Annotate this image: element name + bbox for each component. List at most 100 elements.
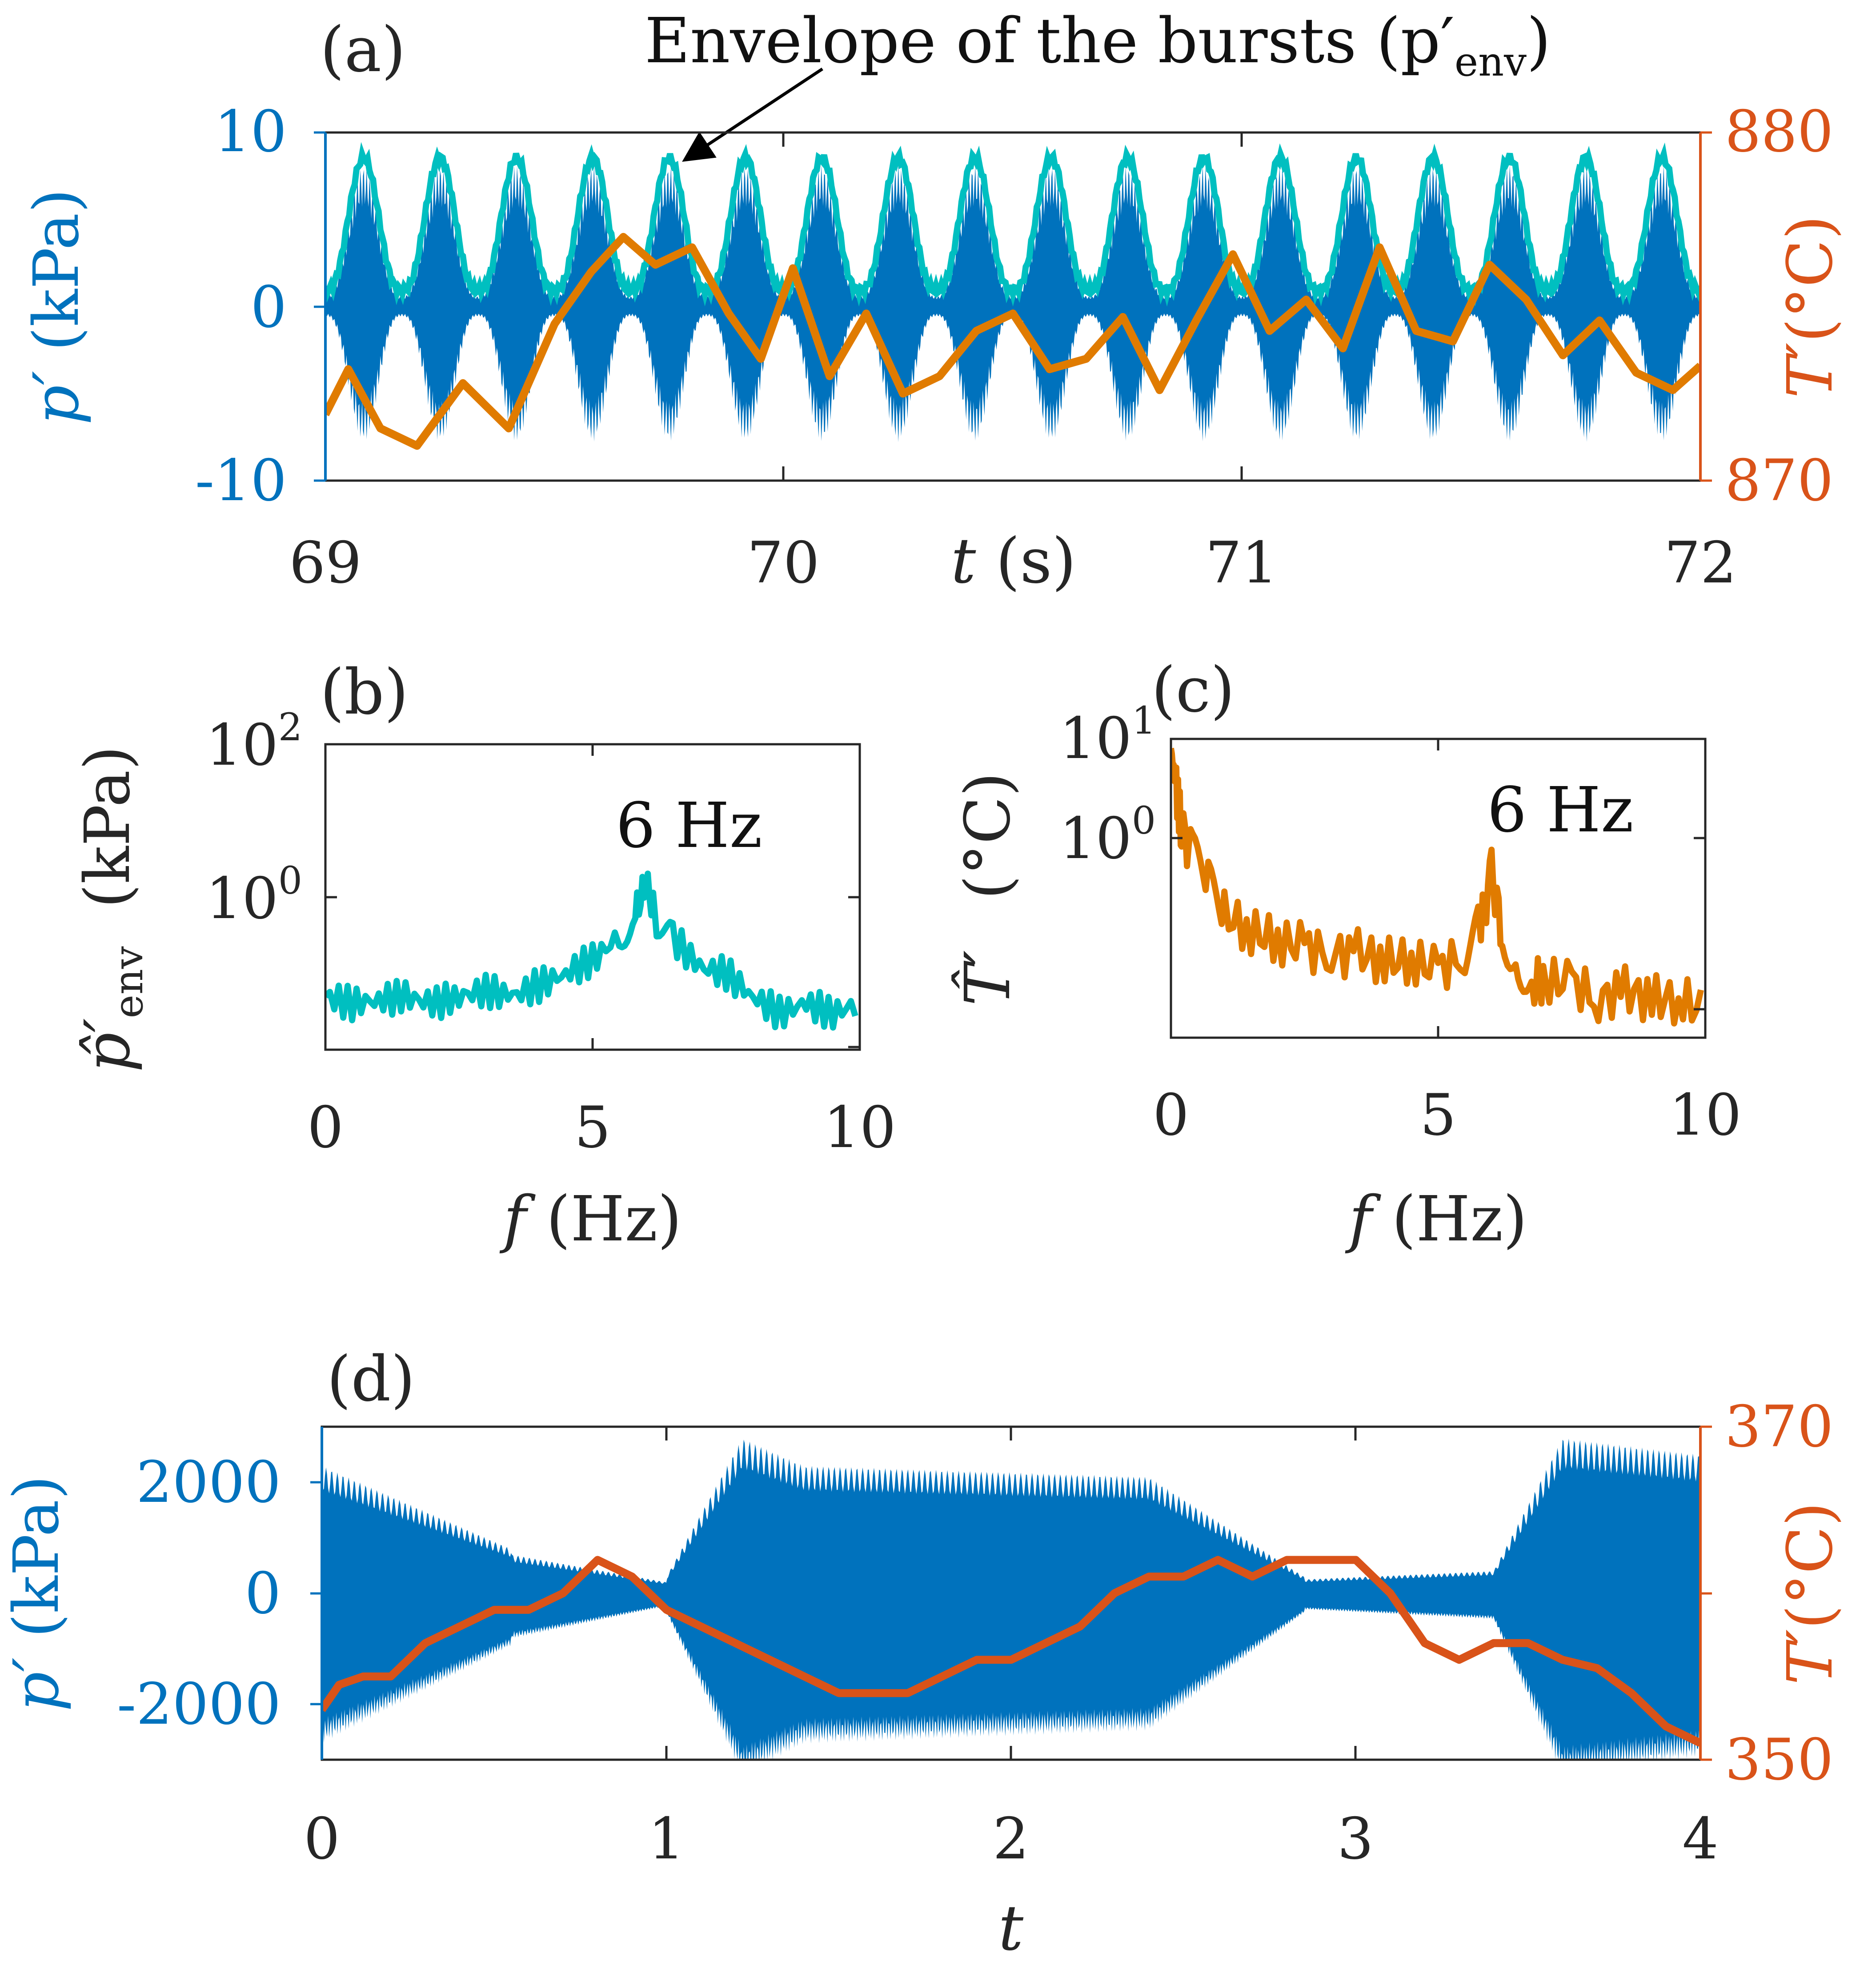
panel-a-xtick-69: 69 bbox=[289, 530, 362, 596]
panel-c-annotation: 6 Hz bbox=[1487, 774, 1633, 847]
panel-d-ytick-370: 370 bbox=[1725, 1394, 1833, 1460]
panel-c-xlabel-unit: (Hz) bbox=[1372, 1183, 1527, 1256]
panel-d-plot bbox=[322, 1438, 1700, 1760]
panel-a-annotation: Envelope of the bursts (p′env) bbox=[645, 5, 1551, 162]
panel-b-xtick-0: 0 bbox=[307, 1095, 343, 1161]
panel-b-xtick-5: 5 bbox=[574, 1095, 610, 1161]
panel-c-ytick-1-exp: 0 bbox=[1132, 799, 1156, 843]
panel-c-ylabel: T̂′ (°C) bbox=[951, 772, 1024, 1006]
panel-b-y-tick-labels: 102 100 bbox=[206, 706, 302, 932]
panel-b-xlabel: f (Hz) bbox=[499, 1183, 681, 1256]
panel-b-ylabel: p̂′env (kPa) bbox=[72, 746, 152, 1072]
panel-d-ticks bbox=[310, 1425, 1712, 1761]
panel-c: (c) 0 5 10 101 100 f (Hz) T̂′ (°C) 6 Hz bbox=[951, 654, 1742, 1256]
panel-b-ytick-1-base: 10 bbox=[206, 866, 278, 932]
panel-a-ylabel-right-var: T′ bbox=[1774, 343, 1847, 398]
panel-d-xtick-2: 2 bbox=[993, 1806, 1029, 1872]
panel-a-y-tick-labels-right: 880 870 bbox=[1725, 99, 1833, 514]
panel-d-temperature-line bbox=[322, 1556, 1700, 1747]
panel-c-ytick-10: 101 bbox=[1059, 699, 1156, 772]
panel-a-ytick-0: 0 bbox=[251, 274, 287, 341]
panel-a: (a) Envelope of the bursts (p′env) 69 bbox=[20, 5, 1847, 598]
panel-b-ytick-1: 100 bbox=[206, 859, 302, 932]
panel-d-xtick-1: 1 bbox=[648, 1806, 684, 1872]
panel-a-label: (a) bbox=[320, 14, 406, 86]
panel-a-x-tick-labels: 69 70 71 72 bbox=[289, 530, 1737, 596]
panel-b-x-tick-labels: 0 5 10 bbox=[307, 1095, 896, 1161]
panel-b-plot bbox=[325, 871, 858, 1031]
panel-a-xlabel-unit: (s) bbox=[976, 525, 1076, 598]
panel-a-ylabel-right-unit: (°C) bbox=[1774, 215, 1847, 342]
panel-b-ytick-100-base: 10 bbox=[206, 712, 278, 778]
panel-b-ticks bbox=[325, 744, 860, 1050]
panel-d-ytick-0: 0 bbox=[245, 1561, 281, 1627]
panel-a-y-tick-labels-left: 10 0 -10 bbox=[195, 99, 287, 514]
panel-d-y-tick-labels-right: 370 350 bbox=[1725, 1394, 1833, 1793]
panel-b-ylabel-unit: (kPa) bbox=[72, 746, 144, 908]
panel-d: (d) 0 1 2 3 4 t 2000 0 bbox=[0, 1343, 1847, 1965]
panel-d-ylabel-left-var: p′ bbox=[0, 1657, 73, 1711]
panel-b: (b) 0 5 10 102 100 f (Hz) p̂′env (kPa) 6… bbox=[72, 656, 896, 1256]
panel-a-annotation-sub: env bbox=[1455, 39, 1527, 85]
panel-c-plot bbox=[1171, 747, 1704, 1027]
panel-d-ylabel-right-var: T′ bbox=[1774, 1629, 1847, 1685]
panel-c-ytick-1-base: 10 bbox=[1059, 806, 1132, 872]
panel-b-ytick-1-exp: 0 bbox=[278, 859, 302, 903]
panel-c-x-tick-labels: 0 5 10 bbox=[1153, 1082, 1741, 1148]
panel-c-ytick-1: 100 bbox=[1059, 799, 1156, 872]
panel-b-ytick-100-exp: 2 bbox=[278, 706, 302, 750]
panel-b-xtick-10: 10 bbox=[824, 1095, 896, 1161]
panel-c-ticks bbox=[1171, 739, 1705, 1038]
panel-c-xlabel: f (Hz) bbox=[1345, 1183, 1527, 1256]
panel-c-ytick-10-base: 10 bbox=[1059, 706, 1132, 772]
panel-a-ytick-880: 880 bbox=[1725, 99, 1833, 165]
panel-c-xtick-0: 0 bbox=[1153, 1082, 1189, 1148]
panel-a-annotation-arrow bbox=[682, 68, 823, 162]
panel-d-label: (d) bbox=[327, 1343, 415, 1416]
panel-b-xlabel-unit: (Hz) bbox=[526, 1183, 682, 1256]
panel-b-annotation: 6 Hz bbox=[616, 790, 762, 862]
panel-d-xtick-4: 4 bbox=[1682, 1806, 1718, 1872]
panel-d-ytick-2000: 2000 bbox=[136, 1449, 281, 1516]
panel-a-ytick-minus10: -10 bbox=[195, 448, 287, 514]
panel-a-xlabel: t (s) bbox=[951, 525, 1076, 598]
panel-d-ylabel-right-unit: (°C) bbox=[1774, 1502, 1847, 1629]
panel-a-xlabel-var: t bbox=[951, 525, 976, 598]
panel-a-ytick-10: 10 bbox=[214, 99, 287, 165]
panel-a-xtick-71: 71 bbox=[1206, 530, 1278, 596]
panel-c-ylabel-var: T̂′ bbox=[951, 950, 1024, 1006]
panel-a-annotation-main: Envelope of the bursts (p′ bbox=[645, 5, 1455, 77]
panel-a-temperature-line bbox=[325, 233, 1700, 450]
panel-a-envelope-line bbox=[325, 142, 1700, 307]
panel-a-annotation-text: Envelope of the bursts (p′env) bbox=[645, 5, 1551, 85]
panel-a-ytick-870: 870 bbox=[1725, 448, 1833, 514]
panel-c-xtick-10: 10 bbox=[1669, 1082, 1742, 1148]
panel-c-y-tick-labels: 101 100 bbox=[1059, 699, 1156, 872]
panel-b-ylabel-var: p̂′env bbox=[72, 946, 152, 1072]
panel-c-ytick-10-exp: 1 bbox=[1132, 699, 1156, 743]
panel-d-pressure-signal bbox=[322, 1438, 1700, 1760]
panel-d-y-tick-labels-left: 2000 0 -2000 bbox=[117, 1449, 281, 1737]
panel-a-xtick-72: 72 bbox=[1664, 530, 1737, 596]
panel-d-ylabel-right: T′(°C) bbox=[1774, 1502, 1847, 1685]
panel-b-label: (b) bbox=[320, 656, 409, 729]
panel-c-xtick-5: 5 bbox=[1420, 1082, 1456, 1148]
panel-d-ylabel-left-unit: (kPa) bbox=[0, 1475, 73, 1657]
panel-d-ylabel-left: p′ (kPa) bbox=[0, 1475, 73, 1711]
panel-a-plot bbox=[325, 142, 1700, 450]
panel-a-ticks bbox=[314, 131, 1712, 482]
panel-d-xtick-3: 3 bbox=[1337, 1806, 1373, 1872]
panel-c-label: (c) bbox=[1151, 654, 1235, 726]
panel-a-ylabel-left-unit: (kPa) bbox=[20, 189, 93, 371]
panel-a-ylabel-left-var: p′ bbox=[20, 371, 93, 425]
panel-a-ylabel-right: T′(°C) bbox=[1774, 215, 1847, 398]
panel-d-x-tick-labels: 0 1 2 3 4 bbox=[304, 1806, 1718, 1872]
panel-a-annotation-close: ) bbox=[1527, 5, 1551, 77]
panel-b-ytick-100: 102 bbox=[206, 706, 302, 778]
panel-d-xlabel: t bbox=[998, 1892, 1024, 1965]
panel-c-spectrum-line bbox=[1171, 747, 1704, 1027]
panel-d-ytick-minus2000: -2000 bbox=[117, 1671, 281, 1737]
panel-a-ylabel-left: p′ (kPa) bbox=[20, 189, 93, 425]
panel-b-spectrum-line bbox=[325, 871, 858, 1031]
